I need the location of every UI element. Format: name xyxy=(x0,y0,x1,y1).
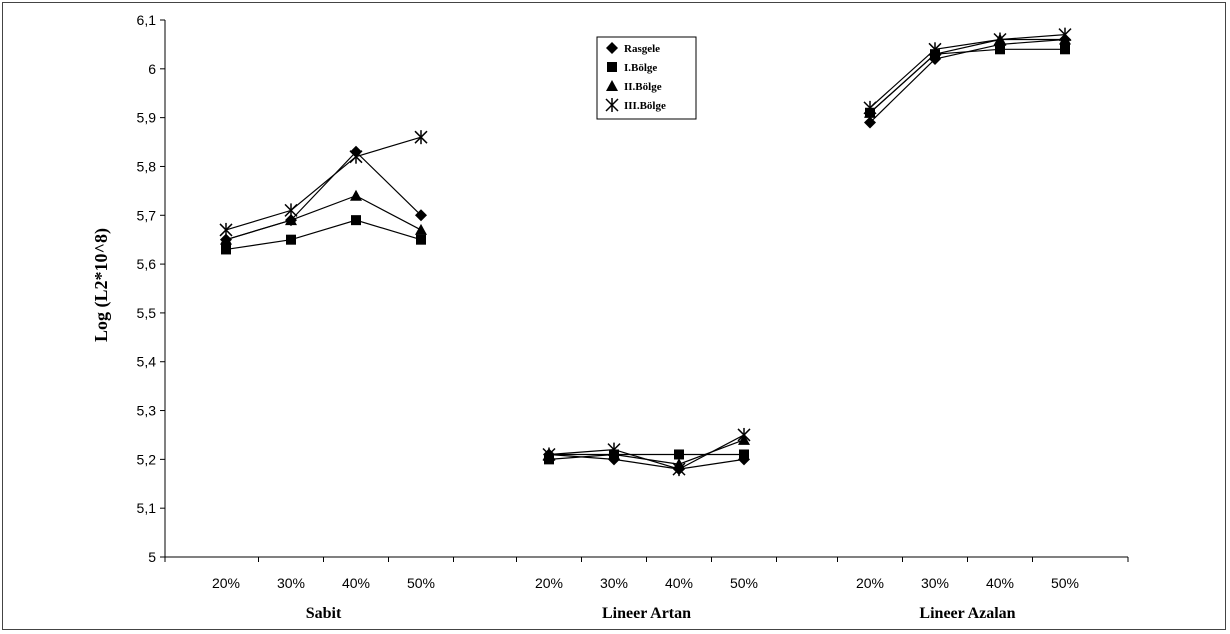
series-asterisk-point xyxy=(284,203,298,218)
series-square-point xyxy=(416,234,426,245)
y-tick-label: 5,3 xyxy=(137,403,157,419)
y-tick-label: 5,5 xyxy=(137,305,157,321)
series-diamond-point xyxy=(415,209,427,222)
legend-diamond-marker xyxy=(606,42,618,54)
series-square-point xyxy=(739,449,749,460)
x-tick-label: 50% xyxy=(407,575,435,591)
x-tick-label: 50% xyxy=(730,575,758,591)
series-square-point xyxy=(674,449,684,460)
y-tick-label: 5,1 xyxy=(137,500,157,516)
series-asterisk-point xyxy=(1058,27,1072,42)
series-asterisk-point xyxy=(737,427,751,442)
legend-label: Rasgele xyxy=(624,43,660,55)
series-asterisk-line xyxy=(548,434,745,470)
x-tick-label: 20% xyxy=(212,575,240,591)
series-asterisk-point xyxy=(414,130,428,145)
y-tick-label: 5,4 xyxy=(137,354,157,370)
x-tick-label: 20% xyxy=(535,575,563,591)
group-label: Sabit xyxy=(306,605,342,622)
series-triangle-point xyxy=(350,189,362,201)
x-tick-label: 40% xyxy=(665,575,693,591)
y-tick-label: 5,8 xyxy=(137,158,157,174)
series-asterisk-point xyxy=(219,222,233,237)
series-square-point xyxy=(286,234,296,245)
legend-square-marker xyxy=(607,62,617,72)
y-axis-label: Log (L2*10^8) xyxy=(91,228,112,342)
series-markers xyxy=(219,27,1072,477)
y-tick-label: 5,6 xyxy=(137,256,157,272)
series-asterisk-point xyxy=(993,32,1007,47)
series-asterisk-line xyxy=(869,34,1066,109)
series-square-point xyxy=(995,44,1005,55)
legend: Rasgele I.Bölge II.Bölge III.Bölge xyxy=(596,36,697,120)
series-diamond-line xyxy=(225,150,422,241)
y-tick-labels: 5 5,1 5,2 5,3 5,4 5,5 5,6 5,7 5,8 5,9 6 6,1 xyxy=(137,12,157,565)
series-diamond-point xyxy=(864,116,876,129)
y-tick-label: 6 xyxy=(148,61,156,77)
legend-label: I.Bölge xyxy=(624,62,657,74)
y-tick-label: 5,9 xyxy=(137,110,157,126)
x-tick-label: 30% xyxy=(600,575,628,591)
legend-asterisk-marker xyxy=(605,98,619,112)
legend-label: III.Bölge xyxy=(624,100,666,112)
series-asterisk-point xyxy=(672,462,686,477)
series-square-point xyxy=(221,244,231,255)
series-triangle-point xyxy=(285,214,297,226)
x-tick-labels: 20% 30% 40% 50% 20% 30% 40% 50% 20% 30% 40% 50% xyxy=(212,575,1079,591)
series-asterisk-point xyxy=(607,442,621,457)
x-tick-label: 20% xyxy=(856,575,884,591)
series-asterisk-point xyxy=(928,42,942,57)
group-labels: Sabit Lineer Artan Lineer Azalan xyxy=(306,605,1016,622)
series-square-line xyxy=(225,219,422,251)
series-asterisk-point xyxy=(863,100,877,115)
series-triangle-line xyxy=(869,38,1065,114)
y-tick-label: 5 xyxy=(148,549,156,565)
y-tick-label: 6,1 xyxy=(137,12,157,28)
series-asterisk-point xyxy=(542,447,556,462)
y-tick-label: 5,7 xyxy=(137,207,157,223)
series-square-line xyxy=(548,453,744,460)
legend-triangle-marker xyxy=(606,80,618,91)
y-tick-label: 5,2 xyxy=(137,451,157,467)
x-tick-label: 30% xyxy=(277,575,305,591)
series-triangle-point xyxy=(220,233,232,245)
series-triangle-line xyxy=(225,195,422,241)
series-triangle-point xyxy=(415,223,427,235)
series-asterisk-point xyxy=(349,149,363,164)
series-square-point xyxy=(351,215,361,226)
x-tick-label: 30% xyxy=(921,575,949,591)
group-label: Lineer Azalan xyxy=(919,605,1015,622)
series-asterisk-line xyxy=(225,136,422,231)
x-tick-label: 50% xyxy=(1051,575,1079,591)
legend-label: II.Bölge xyxy=(624,81,662,93)
x-tick-label: 40% xyxy=(342,575,370,591)
axes xyxy=(160,19,1129,562)
series-lines xyxy=(225,34,1066,470)
group-label: Lineer Artan xyxy=(602,605,691,622)
x-tick-label: 40% xyxy=(986,575,1014,591)
series-square-point xyxy=(1060,44,1070,55)
